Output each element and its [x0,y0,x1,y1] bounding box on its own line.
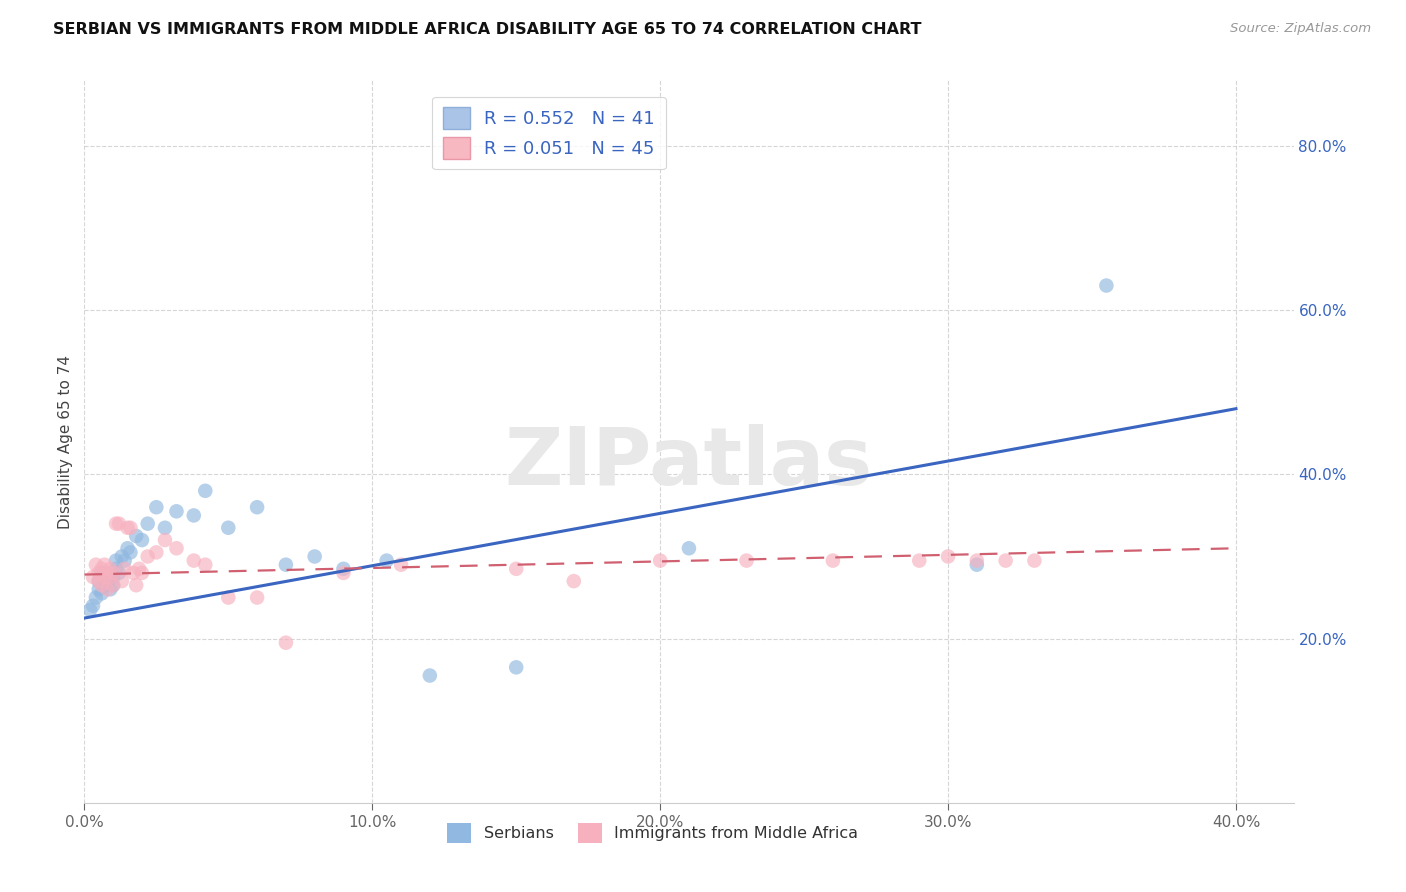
Point [93,558,115,572]
Point [125,529,148,543]
Text: SERBIAN VS IMMIGRANTS FROM MIDDLE AFRICA DISABILITY AGE 65 TO 74 CORRELATION CHA: SERBIAN VS IMMIGRANTS FROM MIDDLE AFRICA… [53,22,922,37]
Point [217,521,239,535]
Point [93,570,115,584]
Point [166,504,188,518]
Point [111,574,134,588]
Point [246,591,269,605]
Point [96,574,118,588]
Point [166,541,188,556]
Point [505,562,527,576]
Point [125,578,148,592]
Point [274,558,297,572]
Point [153,521,176,535]
Point [153,533,176,547]
Point [101,578,124,592]
Point [194,483,217,498]
Point [87,574,110,588]
Point [87,574,110,588]
Point [304,549,326,564]
Point [101,578,124,592]
Point [145,500,167,515]
Point [966,553,988,567]
Point [96,582,118,597]
Point [114,553,136,567]
Point [505,660,527,674]
Point [117,521,139,535]
Point [84,591,107,605]
Point [90,562,112,576]
Point [87,582,110,597]
Point [105,516,128,531]
Point [82,570,104,584]
Point [122,566,145,580]
Point [650,553,672,567]
Y-axis label: Disability Age 65 to 74: Disability Age 65 to 74 [58,354,73,529]
Point [87,566,110,580]
Point [82,599,104,613]
Point [114,562,136,576]
Point [419,668,441,682]
Point [105,562,128,576]
Point [678,541,700,556]
Point [111,549,134,564]
Point [274,636,297,650]
Point [145,545,167,559]
Point [120,545,142,559]
Point [90,578,112,592]
Point [117,541,139,556]
Text: Source: ZipAtlas.com: Source: ZipAtlas.com [1230,22,1371,36]
Point [821,553,844,567]
Point [98,570,121,584]
Point [136,516,159,531]
Point [98,570,121,584]
Point [735,553,758,567]
Point [389,558,412,572]
Point [136,549,159,564]
Point [101,570,124,584]
Text: ZIPatlas: ZIPatlas [505,425,873,502]
Point [332,562,354,576]
Point [994,553,1017,567]
Point [1095,278,1118,293]
Point [936,549,959,564]
Point [128,562,150,576]
Point [101,566,124,580]
Point [183,553,205,567]
Point [79,603,101,617]
Point [194,558,217,572]
Point [120,521,142,535]
Point [908,553,931,567]
Point [966,558,988,572]
Point [246,500,269,515]
Legend: Serbians, Immigrants from Middle Africa: Serbians, Immigrants from Middle Africa [440,817,865,849]
Point [96,575,118,590]
Point [1024,553,1046,567]
Point [90,566,112,580]
Point [131,566,153,580]
Point [98,582,121,597]
Point [183,508,205,523]
Point [108,516,131,531]
Point [131,533,153,547]
Point [93,570,115,584]
Point [84,558,107,572]
Point [217,591,239,605]
Point [108,566,131,580]
Point [332,566,354,580]
Point [375,553,398,567]
Point [96,566,118,580]
Point [562,574,585,588]
Point [105,553,128,567]
Point [90,586,112,600]
Point [98,562,121,576]
Point [93,578,115,592]
